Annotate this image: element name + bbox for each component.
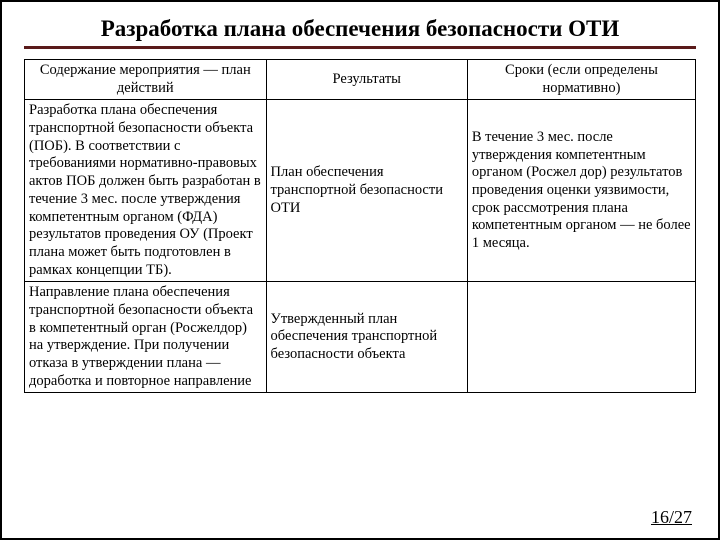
content-table: Содержание мероприятия — план действий Р… [24, 59, 696, 393]
header-col1: Содержание мероприятия — план действий [25, 60, 267, 100]
cell-r2c2: Утвержденный план обеспечения транспортн… [266, 282, 467, 393]
slide-frame: Разработка плана обеспечения безопасност… [0, 0, 720, 540]
cell-r2c1: Направление плана обеспечения транспортн… [25, 282, 267, 393]
cell-r2c3 [467, 282, 695, 393]
cell-r1c1: Разработка плана обеспечения транспортно… [25, 100, 267, 282]
table-row: Направление плана обеспечения транспортн… [25, 282, 696, 393]
slide-title: Разработка плана обеспечения безопасност… [24, 16, 696, 49]
table-row: Разработка плана обеспечения транспортно… [25, 100, 696, 282]
header-col2: Результаты [266, 60, 467, 100]
header-col3: Сроки (если определены нормативно) [467, 60, 695, 100]
cell-r1c3: В течение 3 мес. после утверждения компе… [467, 100, 695, 282]
cell-r1c2: План обеспечения транспортной безопаснос… [266, 100, 467, 282]
table-header-row: Содержание мероприятия — план действий Р… [25, 60, 696, 100]
page-number: 16/27 [651, 507, 692, 528]
